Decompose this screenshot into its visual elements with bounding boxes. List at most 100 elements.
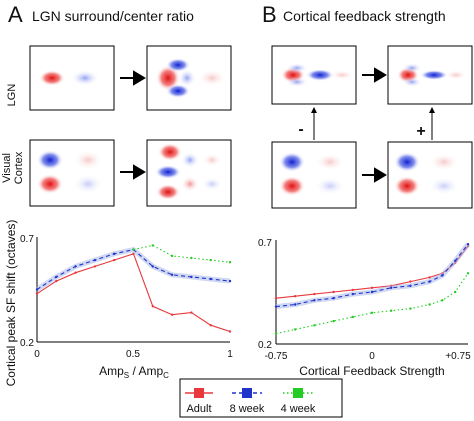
panel-b-title: Cortical feedback strength <box>283 8 446 24</box>
chart-a-point-8-week <box>151 265 154 268</box>
arrow-icon <box>120 70 146 86</box>
chart-a: 0.7 0.2 0 0.5 1 AmpS / AmpC <box>20 234 233 380</box>
panel-b-lgn-after <box>387 45 473 105</box>
chart-a-point-4-week <box>190 256 193 260</box>
chart-a-xlabel-sub-c: C <box>163 371 169 380</box>
chart-a-point-4-week <box>228 261 232 264</box>
chart-a-xlabel-amp-c: Amp <box>138 364 163 378</box>
chart-b: 0.7 0.2 -0.75 0 +0.75 Cortical Feedback … <box>258 238 471 378</box>
row-label-lgn: LGN <box>6 84 18 107</box>
chart-a-point-adult <box>151 305 154 308</box>
chart-b-point-4-week <box>294 328 297 331</box>
arrow-icon <box>362 67 387 83</box>
chart-b-point-adult <box>313 292 316 296</box>
chart-b-point-8-week <box>370 290 374 294</box>
panel-b-letter: B <box>262 2 277 27</box>
chart-a-point-8-week <box>190 275 193 279</box>
panel-a-title: LGN surround/center ratio <box>32 8 194 24</box>
panel-a-lgn-before <box>29 45 115 111</box>
chart-b-point-8-week <box>466 243 470 246</box>
legend-item-8-week: 8 week <box>230 388 265 415</box>
chart-a-point-adult <box>209 324 212 327</box>
chart-a-xlabel-sub-s: S <box>124 371 129 380</box>
chart-a-xlabel-sep: / <box>129 364 138 378</box>
chart-b-point-8-week <box>390 286 393 289</box>
legend-item-4-week: 4 week <box>281 388 316 415</box>
chart-b-point-4-week <box>428 303 431 306</box>
chart-b-point-4-week <box>274 332 278 335</box>
legend: Adult 8 week 4 week <box>179 378 343 418</box>
chart-a-xtick-0: 0 <box>34 349 40 360</box>
chart-a-point-adult <box>113 258 116 262</box>
chart-a-line-adult <box>36 253 231 333</box>
chart-b-xtick-0: -0.75 <box>265 351 288 362</box>
chart-a-point-4-week <box>170 254 174 258</box>
chart-b-line-4-week <box>275 272 469 335</box>
chart-b-point-8-week <box>441 274 444 277</box>
chart-a-xlabel-amp-s: Amp <box>99 364 124 378</box>
legend-label-adult: Adult <box>186 403 211 415</box>
chart-b-point-8-week <box>274 305 278 308</box>
chart-b-ytick-top: 0.7 <box>258 238 272 249</box>
chart-a-point-8-week <box>209 277 212 281</box>
chart-b-point-adult <box>274 297 278 300</box>
legend-marker-8-week <box>242 388 252 398</box>
feedback-minus-label: - <box>298 121 303 138</box>
legend-label-8-week: 8 week <box>230 403 265 415</box>
chart-b-point-8-week <box>332 297 335 300</box>
feedback-plus-label: + <box>416 123 425 140</box>
chart-a-point-adult <box>190 311 193 314</box>
panel-b-lgn-before <box>271 45 357 105</box>
chart-b-point-8-week <box>294 303 297 306</box>
chart-a-point-8-week <box>113 252 116 255</box>
chart-a-point-adult <box>74 271 77 274</box>
chart-a-point-8-week <box>35 288 39 291</box>
chart-b-x-axis-label: Cortical Feedback Strength <box>299 364 444 378</box>
chart-b-point-8-week <box>313 299 316 302</box>
chart-a-point-8-week <box>55 275 58 279</box>
chart-a-line-4-week <box>133 244 231 263</box>
chart-b-point-adult <box>332 290 335 294</box>
chart-a-x-axis-label: AmpS / AmpC <box>99 364 169 380</box>
panel-a-cortex-before <box>29 139 115 207</box>
chart-b-point-4-week <box>390 309 393 312</box>
chart-a-point-adult <box>35 292 39 295</box>
arrow-icon <box>362 167 387 183</box>
chart-b-point-4-week <box>441 299 444 302</box>
chart-a-point-8-week <box>170 273 174 276</box>
chart-b-point-8-week <box>428 280 431 283</box>
chart-a-ytick-bottom: 0.2 <box>20 338 34 349</box>
chart-b-point-8-week <box>454 259 457 262</box>
chart-a-point-4-week <box>151 244 154 247</box>
chart-b-point-adult <box>409 280 412 283</box>
chart-a-point-4-week <box>209 258 212 262</box>
panel-a-lgn-after <box>146 45 232 111</box>
chart-b-point-8-week <box>351 292 354 296</box>
chart-a-point-adult <box>55 279 58 283</box>
chart-a-point-adult <box>228 330 232 333</box>
chart-a-band-8-week <box>35 246 231 292</box>
chart-a-xtick-1: 0.5 <box>126 349 140 360</box>
panel-a-letter: A <box>8 2 23 27</box>
arrow-icon <box>120 164 146 180</box>
chart-a-xtick-2: 1 <box>227 349 233 360</box>
chart-a-point-adult <box>93 265 97 268</box>
chart-a-point-8-week <box>228 279 232 283</box>
panel-b-cortex-before <box>271 141 357 209</box>
row-label-cortex-line1: Visual <box>1 153 13 183</box>
chart-b-point-4-week <box>332 319 335 323</box>
chart-b-point-4-week <box>351 315 354 319</box>
chart-b-point-4-week <box>409 307 412 310</box>
chart-b-point-4-week <box>454 290 457 294</box>
chart-a-ytick-top: 0.7 <box>20 234 34 245</box>
panel-b-cortex-after <box>387 141 473 209</box>
legend-marker-4-week <box>293 388 303 398</box>
chart-b-ytick-bottom: 0.2 <box>258 340 272 351</box>
chart-a-point-4-week <box>132 248 135 251</box>
chart-b-point-adult <box>351 288 354 292</box>
shared-y-axis-label: Cortical peak SF shift (octaves) <box>4 220 18 387</box>
chart-a-point-8-week <box>74 265 77 268</box>
chart-b-xtick-1: 0 <box>369 351 375 362</box>
chart-b-point-adult <box>294 295 297 298</box>
